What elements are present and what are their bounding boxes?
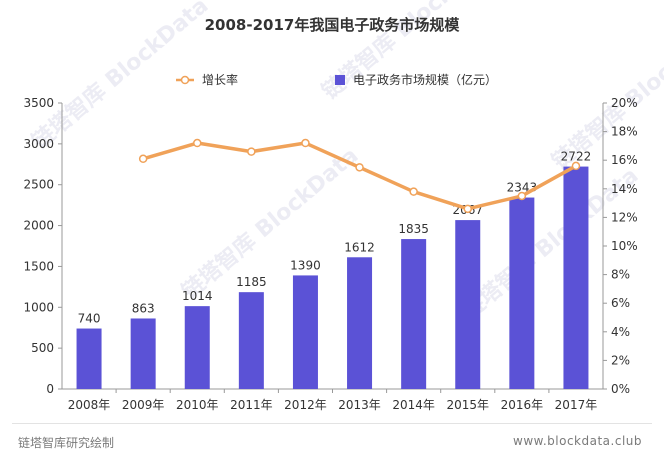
- growth-rate-point: [138, 154, 148, 164]
- bar: [401, 239, 427, 389]
- growth-rate-point: [355, 163, 364, 172]
- bar-data-label: 1835: [398, 222, 429, 236]
- y-left-tick-label: 1000: [23, 300, 54, 314]
- bar: [347, 257, 373, 389]
- bar-data-label: 1014: [182, 289, 213, 303]
- bar: [292, 275, 318, 389]
- legend-market-size-label: 电子政务市场规模（亿元）: [353, 72, 497, 87]
- bar: [455, 220, 481, 389]
- bar: [563, 166, 589, 389]
- bar: [130, 318, 156, 389]
- x-tick-label: 2014年: [392, 398, 435, 412]
- x-tick-label: 2008年: [68, 398, 111, 412]
- y-right-tick-label: 2%: [611, 353, 630, 367]
- website-link[interactable]: www.blockdata.club: [513, 434, 642, 448]
- bar-data-label: 1612: [344, 240, 375, 254]
- x-tick-label: 2012年: [284, 398, 327, 412]
- y-right-tick-label: 0%: [611, 382, 630, 396]
- y-left-tick-label: 1500: [23, 259, 54, 273]
- y-left-tick-label: 0: [46, 382, 54, 396]
- x-tick-label: 2011年: [230, 398, 273, 412]
- y-right-tick-label: 14%: [611, 182, 638, 196]
- y-left-tick-label: 2000: [23, 219, 54, 233]
- bar: [509, 197, 535, 389]
- x-tick-label: 2017年: [555, 398, 598, 412]
- y-right-tick-label: 10%: [611, 239, 638, 253]
- x-tick-label: 2013年: [338, 398, 381, 412]
- bar-data-label: 2722: [561, 150, 592, 164]
- x-tick-label: 2009年: [122, 398, 165, 412]
- watermark-text-2: 链塔智库 BlockData: [177, 142, 363, 304]
- bar-data-label: 740: [78, 312, 101, 326]
- source-note: 链塔智库研究绘制: [18, 436, 115, 450]
- growth-rate-point: [571, 161, 581, 171]
- growth-rate-point: [409, 187, 418, 196]
- growth-rate-point: [301, 138, 310, 148]
- legend-bar-swatch: [335, 75, 345, 85]
- y-left-tick-label: 500: [31, 341, 54, 355]
- y-right-tick-label: 4%: [611, 325, 630, 339]
- y-right-tick-label: 18%: [611, 125, 638, 139]
- growth-rate-point: [463, 204, 472, 214]
- y-left-tick-label: 2500: [23, 178, 54, 192]
- growth-rate-point: [517, 191, 527, 201]
- y-right-tick-label: 12%: [611, 210, 638, 224]
- y-right-tick-label: 16%: [611, 153, 638, 167]
- footer-divider: [12, 423, 652, 424]
- bar-data-label: 1390: [290, 258, 321, 272]
- bar-data-label: 1185: [236, 275, 267, 289]
- x-tick-label: 2015年: [446, 398, 489, 412]
- legend-growth-rate-label: 增长率: [202, 72, 238, 87]
- chart-title: 2008-2017年我国电子政务市场规模: [205, 16, 461, 34]
- x-tick-label: 2016年: [501, 398, 544, 412]
- legend-line-marker: [180, 75, 190, 85]
- growth-rate-point: [193, 138, 202, 148]
- y-right-tick-label: 8%: [611, 268, 630, 282]
- y-right-tick-label: 20%: [611, 96, 638, 110]
- growth-rate-point: [247, 147, 256, 156]
- bar: [238, 292, 264, 389]
- bar: [76, 328, 102, 389]
- x-tick-label: 2010年: [176, 398, 219, 412]
- y-left-tick-label: 3000: [23, 137, 54, 151]
- y-right-tick-label: 6%: [611, 296, 630, 310]
- bar-data-label: 863: [132, 301, 155, 315]
- y-left-tick-label: 3500: [23, 96, 54, 110]
- bar: [184, 306, 210, 389]
- growth-rate-line: [142, 141, 577, 211]
